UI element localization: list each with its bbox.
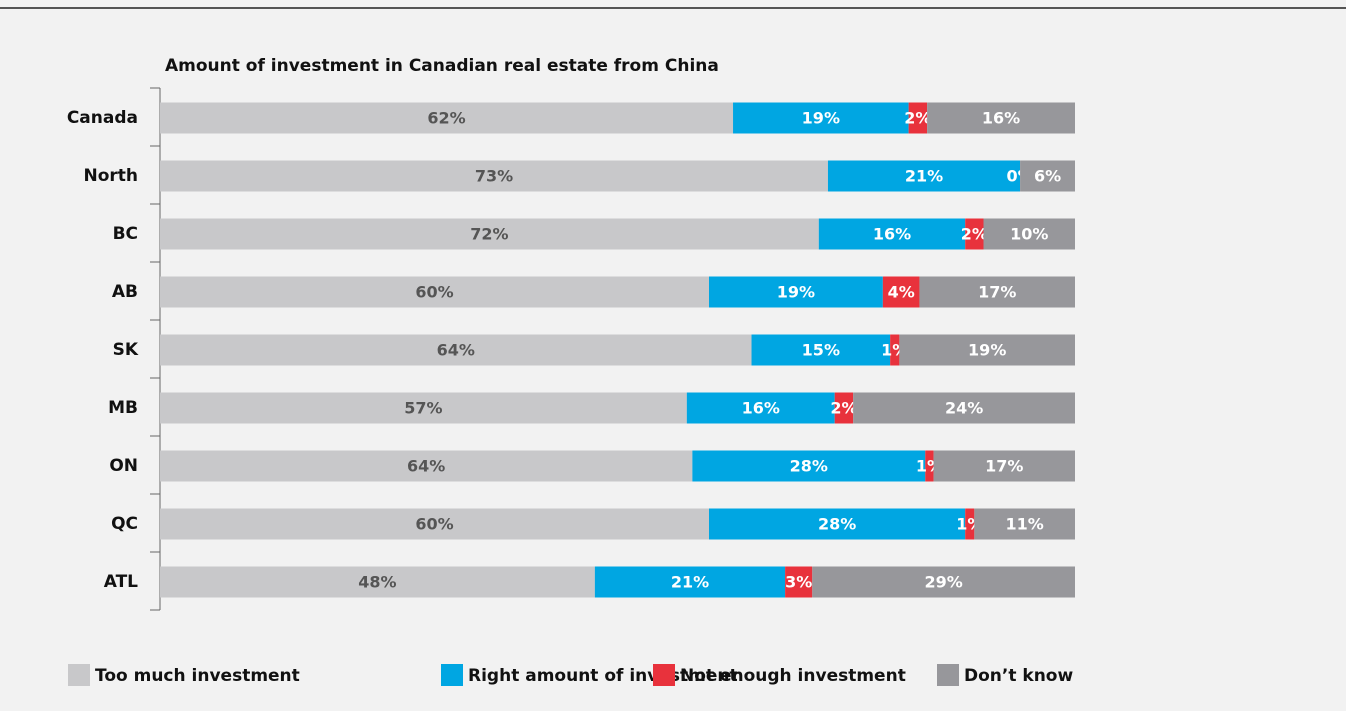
bar-segment	[160, 334, 752, 366]
legend-swatch	[441, 664, 463, 686]
value-label: 6%	[1034, 167, 1061, 186]
bar-segment	[160, 102, 734, 134]
value-label: 4%	[888, 283, 915, 302]
value-label: 19%	[777, 283, 815, 302]
legend-swatch	[937, 664, 959, 686]
value-label: 10%	[1010, 225, 1048, 244]
value-label: 60%	[415, 515, 453, 534]
value-label: 2%	[904, 109, 931, 128]
value-label: 2%	[961, 225, 988, 244]
bar-segment	[594, 566, 786, 598]
bar-segment	[925, 450, 934, 482]
category-label: Canada	[67, 108, 138, 128]
value-label: 16%	[982, 109, 1020, 128]
value-label: 60%	[415, 283, 453, 302]
legend-label: Not enough investment	[680, 666, 906, 686]
value-label: 28%	[790, 457, 828, 476]
bar-segment	[933, 450, 1075, 482]
bar-segment	[983, 218, 1075, 250]
bar-segment	[160, 450, 693, 482]
legend-label: Don’t know	[964, 666, 1073, 686]
bar-segment	[160, 160, 828, 192]
chart-title: Amount of investment in Canadian real es…	[165, 56, 719, 76]
bar-segment	[751, 334, 891, 366]
value-label: 3%	[785, 573, 812, 592]
bar-segment	[834, 392, 854, 424]
bar-segment	[733, 102, 909, 134]
value-label: 64%	[407, 457, 445, 476]
category-label: ON	[109, 456, 138, 476]
value-label: 19%	[968, 341, 1006, 360]
value-label: 21%	[671, 573, 709, 592]
bar-segment	[853, 392, 1075, 424]
category-label: SK	[113, 340, 139, 360]
value-label: 72%	[470, 225, 508, 244]
bar-segment	[1020, 160, 1075, 192]
value-label: 24%	[945, 399, 983, 418]
bar-segment	[160, 218, 819, 250]
legend-label: Too much investment	[95, 666, 300, 686]
bar-segment	[919, 276, 1075, 308]
value-label: 28%	[818, 515, 856, 534]
category-label: QC	[111, 514, 138, 534]
bar-segment	[899, 334, 1075, 366]
category-label: MB	[108, 398, 138, 418]
bar-segment	[927, 102, 1075, 134]
bar-segment	[160, 392, 687, 424]
value-label: 73%	[475, 167, 513, 186]
value-label: 29%	[924, 573, 962, 592]
value-label: 48%	[358, 573, 396, 592]
value-label: 15%	[802, 341, 840, 360]
value-label: 17%	[985, 457, 1023, 476]
value-label: 16%	[873, 225, 911, 244]
value-label: 62%	[427, 109, 465, 128]
bar-segment	[709, 508, 966, 540]
bar-segment	[965, 508, 975, 540]
value-label: 21%	[905, 167, 943, 186]
bar-segment	[692, 450, 926, 482]
bar-segment	[827, 160, 1021, 192]
category-label: North	[83, 166, 138, 186]
value-label: 64%	[437, 341, 475, 360]
value-label: 19%	[802, 109, 840, 128]
bar-segment	[882, 276, 920, 308]
bar-segment	[160, 566, 595, 598]
value-label: 16%	[742, 399, 780, 418]
bar-segment	[785, 566, 813, 598]
value-label: 57%	[404, 399, 442, 418]
category-label: BC	[113, 224, 138, 244]
bar-segment	[160, 508, 709, 540]
legend-swatch	[68, 664, 90, 686]
value-label: 11%	[1006, 515, 1044, 534]
bar-segment	[686, 392, 835, 424]
bar-segment	[160, 276, 709, 308]
value-label: 2%	[830, 399, 857, 418]
bar-segment	[709, 276, 883, 308]
value-label: 17%	[978, 283, 1016, 302]
category-label: AB	[112, 282, 138, 302]
category-label: ATL	[104, 572, 138, 592]
bar-segment	[818, 218, 966, 250]
bar-segment	[974, 508, 1075, 540]
bar-segment	[890, 334, 900, 366]
bar-segment	[812, 566, 1075, 598]
legend-swatch	[653, 664, 675, 686]
bar-segment	[908, 102, 928, 134]
bar-segment	[965, 218, 984, 250]
